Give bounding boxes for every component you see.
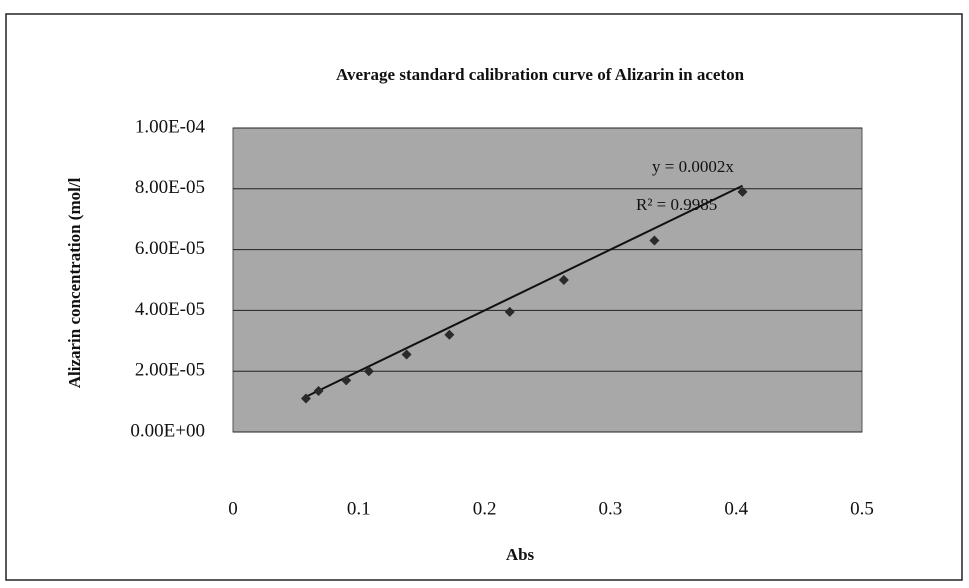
x-tick-label: 0.5 [850,498,874,519]
y-axis-label: Alizarin concentration (mol/l [65,177,84,388]
trendline-equation: y = 0.0002x [652,157,734,176]
data-point [401,349,412,360]
data-point [363,366,374,377]
data-point [649,235,660,246]
y-tick-label: 0.00E+00 [130,420,205,441]
data-point [737,186,748,197]
data-point [504,306,515,317]
data-point [444,329,455,340]
y-tick-label: 2.00E-05 [135,360,205,381]
x-tick-label: 0.1 [347,498,371,519]
chart-title: Average standard calibration curve of Al… [336,65,745,84]
data-point [313,385,324,396]
x-tick-label: 0.2 [473,498,497,519]
data-point [558,275,569,285]
x-tick-label: 0.4 [724,498,748,519]
x-axis-label: Abs [506,545,535,564]
y-tick-label: 6.00E-05 [135,238,205,259]
x-tick-label: 0 [228,498,238,519]
y-tick-label: 1.00E-04 [135,116,206,137]
x-tick-label: 0.3 [599,498,623,519]
data-point [300,393,311,404]
data-point [341,375,352,386]
y-tick-label: 4.00E-05 [135,299,205,320]
trendline [305,184,743,398]
trendline-r2: R² = 0.9985 [636,195,717,214]
y-tick-label: 8.00E-05 [135,177,205,198]
